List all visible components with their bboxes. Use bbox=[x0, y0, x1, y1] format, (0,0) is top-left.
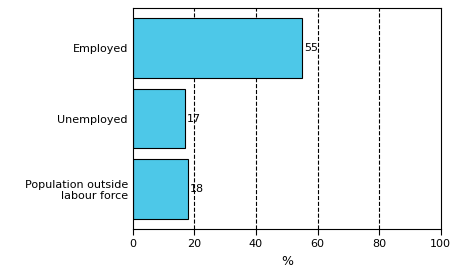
Bar bbox=[133, 89, 185, 148]
Text: 55: 55 bbox=[304, 43, 318, 53]
Bar bbox=[133, 159, 188, 219]
Text: 17: 17 bbox=[187, 114, 201, 124]
X-axis label: %: % bbox=[281, 255, 293, 268]
Bar bbox=[133, 18, 302, 78]
Text: 18: 18 bbox=[190, 184, 204, 194]
